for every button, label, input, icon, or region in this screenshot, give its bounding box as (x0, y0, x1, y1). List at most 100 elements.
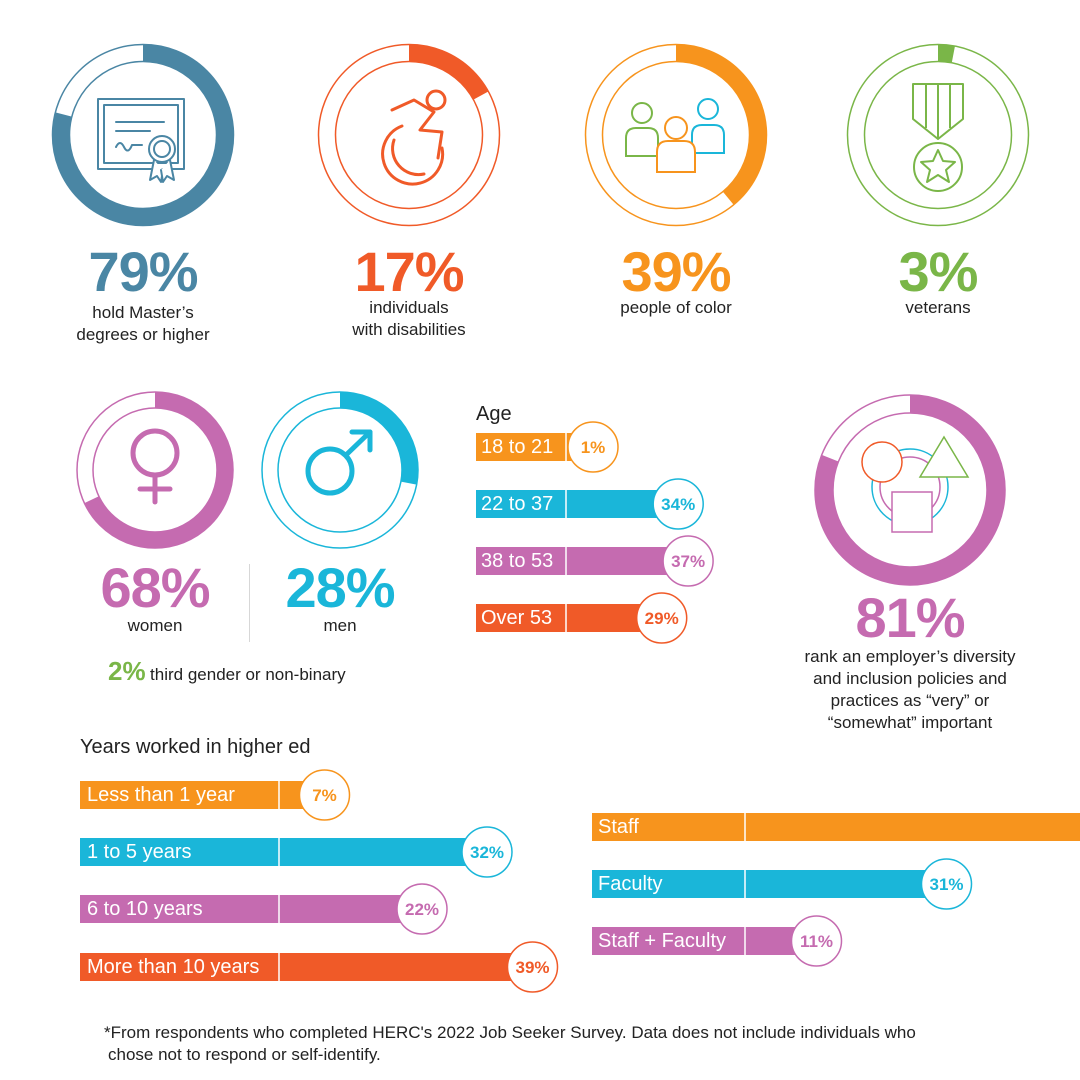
people-of-color-caption: people of color (563, 297, 789, 319)
veterans-donut (846, 43, 1030, 227)
people_of_color-donut (584, 43, 768, 227)
veterans-donut-arc (847, 44, 1029, 226)
disabilities-donut (317, 43, 501, 227)
diversity-caption-line1: rank an employer’s diversity (804, 647, 1016, 666)
role-value-label-1: 31% (929, 875, 963, 894)
diversity-percent: 81% (855, 586, 965, 649)
role-value-label-2: 11% (800, 932, 833, 951)
role-value-bubble-2 (790, 915, 843, 967)
years-value-label-0: 7% (312, 786, 337, 805)
men-donut (261, 391, 419, 549)
age-value-bubble-3 (635, 592, 688, 644)
disabilities-caption-line2: with disabilities (352, 320, 466, 339)
age-value-label-2: 37% (671, 552, 705, 571)
age-chart-title: Age (476, 403, 512, 425)
age-category-label-3: Over 53 (481, 607, 553, 629)
men-percent: 28% (285, 556, 395, 619)
people-icon (625, 98, 725, 173)
men-donut-inner-ring (277, 407, 403, 533)
role-bar-1 (592, 870, 947, 898)
age-category-label-2: 38 to 53 (481, 550, 554, 572)
diversity-donut-inner-ring (832, 412, 988, 568)
veterans-caption: veterans (825, 297, 1051, 319)
years-value-bubble-2 (396, 883, 448, 935)
nonbinary-label: third gender or non-binary (150, 665, 346, 684)
years-value-label-2: 22% (405, 900, 439, 919)
disabilities-donut-arc (318, 44, 500, 226)
years-bar-2 (80, 895, 422, 923)
years-bar-1 (80, 838, 487, 866)
disabilities-caption: individuals with disabilities (296, 297, 522, 341)
years-bar-3 (80, 953, 533, 981)
age-bar-1 (476, 490, 679, 518)
masters-donut (51, 43, 235, 227)
diversity-caption-line2: and inclusion policies and (813, 669, 1007, 688)
age-value-label-0: 1% (581, 438, 606, 457)
age-value-label-1: 34% (661, 495, 695, 514)
years-chart-title: Years worked in higher ed (80, 736, 311, 758)
disabilities-caption-line1: individuals (369, 298, 449, 317)
age-bar-2 (476, 547, 689, 575)
diversity-caption-line3: practices as “very” or (830, 691, 990, 710)
footnote-line2: chose not to respond or self-identify. (108, 1045, 381, 1064)
women-donut-inner-ring (92, 407, 218, 533)
role-category-label-1: Faculty (598, 873, 663, 895)
years-value-label-1: 32% (470, 843, 504, 862)
footnote-line1: *From respondents who completed HERC's 2… (104, 1023, 916, 1042)
diversity-donut (814, 394, 1006, 586)
diversity-caption-line4: “somewhat” important (827, 713, 993, 732)
women-percent: 68% (100, 556, 210, 619)
veterans-caption-line1: veterans (905, 298, 971, 317)
masters-percent: 79% (88, 240, 198, 303)
icon-layer (97, 83, 970, 533)
years-category-label-1: 1 to 5 years (87, 841, 192, 863)
disabilities-donut-inner-ring (334, 60, 484, 210)
medal-icon (912, 83, 964, 192)
age-category-label-1: 22 to 37 (481, 493, 554, 515)
masters-caption-line1: hold Master’s (92, 303, 194, 322)
masters-donut-inner-ring (68, 60, 218, 210)
male-symbol-icon (305, 429, 373, 496)
men-donut-arc (262, 392, 418, 548)
masters-donut-arc (52, 44, 234, 226)
age-value-bubble-2 (662, 535, 714, 587)
years-value-bubble-3 (506, 941, 559, 993)
age-value-bubble-0 (567, 421, 619, 473)
role-value-bubble-1 (920, 858, 973, 910)
role-category-label-2: Staff + Faculty (598, 930, 727, 952)
shapes-icon (861, 435, 970, 533)
nonbinary-row: 2% third gender or non-binary (108, 656, 346, 687)
people-of-color-caption-line1: people of color (620, 298, 732, 317)
years-bar-0 (80, 781, 325, 809)
age-value-label-3: 29% (645, 609, 679, 628)
diversity-caption: rank an employer’s diversity and inclusi… (780, 646, 1040, 734)
bars-layer: 1%34%37%29%7%32%22%39%58%31%11% (80, 421, 1080, 993)
masters-caption-line2: degrees or higher (76, 325, 210, 344)
age-bar-3 (476, 604, 662, 632)
age-category-label-0: 18 to 21 (481, 436, 554, 458)
years-category-label-3: More than 10 years (87, 956, 260, 978)
gender-divider (249, 564, 250, 642)
years-category-label-0: Less than 1 year (87, 784, 235, 806)
role-bar-0 (592, 813, 1080, 841)
diversity-donut-arc (815, 395, 1005, 585)
masters-caption: hold Master’s degrees or higher (30, 302, 256, 346)
years-category-label-2: 6 to 10 years (87, 898, 203, 920)
women-label: women (127, 616, 183, 635)
years-value-bubble-0 (298, 769, 351, 821)
veterans-percent: 3% (898, 240, 979, 303)
age-value-bubble-1 (652, 478, 704, 530)
disabilities-percent: 17% (354, 240, 464, 303)
wheelchair-icon (381, 89, 447, 186)
female-symbol-icon (130, 428, 180, 505)
women-donut (76, 391, 234, 549)
people-of-color-percent: 39% (621, 240, 731, 303)
years-value-label-3: 39% (515, 958, 549, 977)
role-category-label-0: Staff (598, 816, 639, 838)
years-value-bubble-1 (461, 826, 513, 878)
people_of_color-donut-arc (585, 44, 767, 226)
certificate-icon (97, 98, 185, 183)
footnote: *From respondents who completed HERC's 2… (104, 1022, 1064, 1066)
women-donut-arc (77, 392, 233, 548)
